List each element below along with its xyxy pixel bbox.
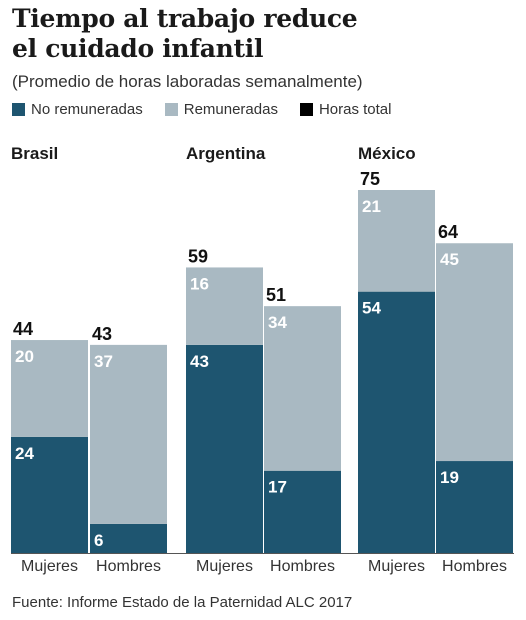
bar-argentina-hombres-remuneradas [264, 306, 341, 471]
bar-brasil-mujeres-no-remuneradas [11, 436, 88, 553]
bar-mexico-mujeres-no-remuneradas [358, 291, 435, 553]
bar-brasil-hombres-no-remuneradas [90, 523, 167, 553]
legend-label-horas-total: Horas total [318, 101, 392, 118]
title-line-2: el cuidado infantil [12, 34, 264, 63]
value-label-mexico-hombres-no-remuneradas: 19 [440, 468, 459, 487]
total-label-argentina-hombres: 51 [266, 285, 286, 305]
group-label-brasil: Brasil [11, 144, 58, 163]
category-label-brasil-mujeres: Mujeres [21, 558, 78, 575]
bar-mexico-hombres-no-remuneradas [436, 461, 513, 553]
total-label-argentina-mujeres: 59 [188, 246, 208, 266]
total-label-mexico-mujeres: 75 [360, 169, 380, 189]
value-label-mexico-mujeres-remuneradas: 21 [362, 197, 381, 216]
category-label-brasil-hombres: Hombres [96, 558, 161, 575]
group-label-argentina: Argentina [186, 144, 266, 163]
total-label-brasil-hombres: 43 [92, 324, 112, 344]
value-label-argentina-hombres-remuneradas: 34 [268, 313, 287, 332]
total-label-brasil-mujeres: 44 [13, 319, 33, 339]
category-label-argentina-mujeres: Mujeres [196, 558, 253, 575]
value-label-mexico-mujeres-no-remuneradas: 54 [362, 299, 381, 318]
bar-mexico-mujeres-remuneradas [358, 190, 435, 292]
legend-swatch-remuneradas [164, 103, 178, 116]
legend-label-remuneradas: Remuneradas [183, 101, 278, 118]
bar-argentina-hombres-no-remuneradas [264, 470, 341, 553]
value-label-brasil-hombres-no-remuneradas: 6 [94, 531, 103, 550]
total-label-mexico-hombres: 64 [438, 222, 458, 242]
bar-argentina-mujeres-remuneradas [186, 267, 263, 345]
category-label-mexico-mujeres: Mujeres [368, 558, 425, 575]
title-line-1: Tiempo al trabajo reduce [12, 4, 358, 33]
bar-brasil-hombres-remuneradas [90, 344, 167, 524]
value-label-brasil-hombres-remuneradas: 37 [94, 352, 113, 371]
bar-brasil-mujeres-remuneradas [11, 340, 88, 437]
legend-item-horas-total: Horas total [299, 101, 392, 118]
value-label-brasil-mujeres-remuneradas: 20 [15, 347, 34, 366]
legend-item-no-remuneradas: No remuneradas [12, 101, 143, 118]
legend-swatch-no-remuneradas [12, 103, 25, 116]
chart-subtitle: (Promedio de horas laboradas semanalment… [12, 72, 363, 91]
legend-item-remuneradas: Remuneradas [164, 101, 278, 118]
legend-swatch-horas-total [299, 103, 313, 116]
value-label-argentina-hombres-no-remuneradas: 17 [268, 478, 287, 497]
legend-label-no-remuneradas: No remuneradas [31, 101, 143, 118]
bar-mexico-hombres-remuneradas [436, 243, 513, 462]
value-label-argentina-mujeres-remuneradas: 16 [190, 274, 209, 293]
category-label-mexico-hombres: Hombres [442, 558, 507, 575]
category-label-argentina-hombres: Hombres [270, 558, 335, 575]
chart-title: Tiempo al trabajo reduce el cuidado infa… [12, 4, 512, 64]
source-note: Fuente: Informe Estado de la Paternidad … [12, 594, 353, 611]
legend: No remuneradas Remuneradas Horas total [12, 101, 414, 118]
group-label-mexico: México [358, 144, 416, 163]
bar-argentina-mujeres-no-remuneradas [186, 344, 263, 553]
value-label-brasil-mujeres-no-remuneradas: 24 [15, 444, 34, 463]
value-label-argentina-mujeres-no-remuneradas: 43 [190, 352, 209, 371]
value-label-mexico-hombres-remuneradas: 45 [440, 250, 459, 269]
